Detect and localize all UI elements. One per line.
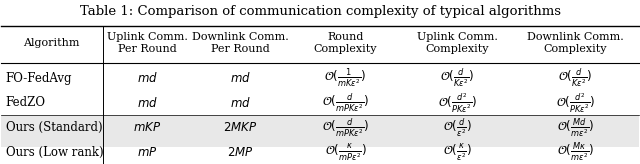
Text: $2MKP$: $2MKP$ [223,121,257,134]
Text: $\mathcal{O}(\frac{\kappa}{mP\epsilon^2})$: $\mathcal{O}(\frac{\kappa}{mP\epsilon^2}… [324,142,367,163]
Text: Ours (Low rank): Ours (Low rank) [6,146,104,159]
Text: $\mathcal{O}(\frac{d}{mPK\epsilon^2})$: $\mathcal{O}(\frac{d}{mPK\epsilon^2})$ [322,92,369,114]
Text: $md$: $md$ [230,96,251,110]
Text: $md$: $md$ [230,71,251,85]
Text: $md$: $md$ [137,71,158,85]
Text: $mKP$: $mKP$ [134,121,162,134]
Text: Downlink Comm.
Per Round: Downlink Comm. Per Round [192,32,289,54]
Text: Ours (Standard): Ours (Standard) [6,121,102,134]
Text: $md$: $md$ [137,96,158,110]
Text: $\mathcal{O}(\frac{M\kappa}{m\epsilon^2})$: $\mathcal{O}(\frac{M\kappa}{m\epsilon^2}… [557,141,594,164]
Bar [1,140,639,164]
Text: $\mathcal{O}(\frac{d}{mPK\epsilon^2})$: $\mathcal{O}(\frac{d}{mPK\epsilon^2})$ [322,116,369,139]
Text: $\mathcal{O}(\frac{1}{mK\epsilon^2})$: $\mathcal{O}(\frac{1}{mK\epsilon^2})$ [324,66,367,90]
Text: FO-FedAvg: FO-FedAvg [6,72,72,85]
Text: $\mathcal{O}(\frac{Md}{m\epsilon^2})$: $\mathcal{O}(\frac{Md}{m\epsilon^2})$ [557,116,594,139]
Text: $\mathcal{O}(\frac{d^2}{PK\epsilon^2})$: $\mathcal{O}(\frac{d^2}{PK\epsilon^2})$ [556,91,595,114]
Text: Table 1: Comparison of communication complexity of typical algorithms: Table 1: Comparison of communication com… [79,5,561,18]
Text: $\mathcal{O}(\frac{d}{\epsilon^2})$: $\mathcal{O}(\frac{d}{\epsilon^2})$ [443,116,472,139]
Bar [1,115,639,140]
Text: $\mathcal{O}(\frac{d}{K\epsilon^2})$: $\mathcal{O}(\frac{d}{K\epsilon^2})$ [558,67,593,89]
Text: $\mathcal{O}(\frac{d^2}{PK\epsilon^2})$: $\mathcal{O}(\frac{d^2}{PK\epsilon^2})$ [438,91,477,114]
Text: $\mathcal{O}(\frac{\kappa}{\epsilon^2})$: $\mathcal{O}(\frac{\kappa}{\epsilon^2})$ [443,142,472,163]
Text: FedZO: FedZO [6,96,46,109]
Text: Uplink Comm.
Per Round: Uplink Comm. Per Round [107,32,188,54]
Text: $2MP$: $2MP$ [227,146,253,159]
Text: Algorithm: Algorithm [24,38,80,48]
Text: Uplink Comm.
Complexity: Uplink Comm. Complexity [417,32,498,54]
Text: $\mathcal{O}(\frac{d}{K\epsilon^2})$: $\mathcal{O}(\frac{d}{K\epsilon^2})$ [440,67,474,89]
Text: Round
Complexity: Round Complexity [314,32,378,54]
Text: Downlink Comm.
Complexity: Downlink Comm. Complexity [527,32,624,54]
Text: $mP$: $mP$ [138,146,158,159]
